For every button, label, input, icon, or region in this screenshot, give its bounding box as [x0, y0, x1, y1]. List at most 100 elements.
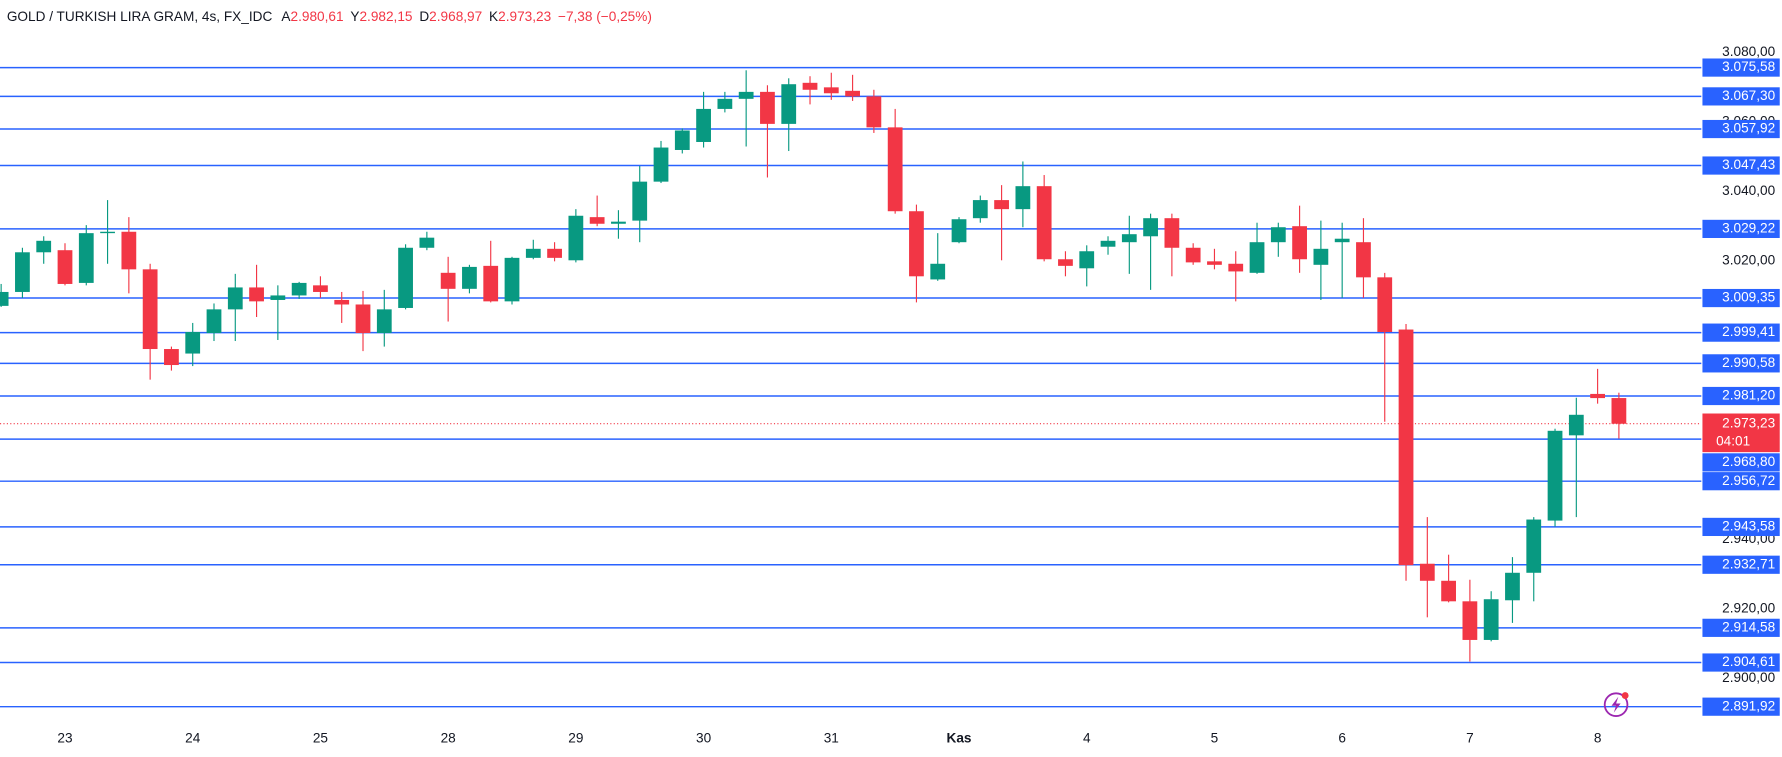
candle-body: [845, 90, 860, 97]
candle-body: [440, 272, 456, 289]
candle-body: [866, 96, 882, 128]
y-tick-label: 2.900,00: [1722, 670, 1775, 685]
price-label: 2.973,23: [1722, 415, 1775, 430]
candle-body: [887, 127, 903, 212]
y-tick-label: 2.920,00: [1722, 601, 1775, 616]
level-label: 3.075,58: [1722, 59, 1775, 74]
level-label: 2.904,61: [1722, 654, 1775, 669]
candle-body: [1015, 186, 1031, 210]
level-label: 2.956,72: [1722, 473, 1775, 488]
candle-body: [142, 269, 158, 350]
level-label-box: [1702, 288, 1780, 308]
candle-body: [1185, 247, 1201, 263]
candle-body: [611, 221, 626, 224]
level-label-box: [1702, 219, 1780, 238]
candle-body: [674, 130, 690, 150]
candle-body: [930, 263, 946, 280]
candle-body: [760, 91, 775, 124]
header-key: Y: [350, 9, 359, 24]
candle-body: [1526, 519, 1542, 573]
level-label-box: [1702, 119, 1780, 139]
header-key: D: [419, 9, 429, 24]
level-label-box: [1702, 156, 1780, 175]
candle-body: [589, 217, 605, 224]
level-label: 3.057,92: [1722, 121, 1775, 136]
candle-body: [1228, 263, 1244, 272]
candle-body: [462, 266, 477, 289]
y-tick-label: 3.020,00: [1722, 253, 1775, 268]
candle-body: [334, 299, 350, 305]
level-label-box: [1702, 386, 1780, 406]
candle-body: [1164, 218, 1180, 248]
candle-body: [1568, 414, 1584, 436]
level-label: 3.029,22: [1722, 220, 1775, 235]
candle-body: [653, 147, 669, 182]
candle-body: [270, 295, 286, 300]
header-value: 2.980,61: [291, 9, 344, 24]
candle-body: [1121, 234, 1137, 243]
level-label: 3.009,35: [1722, 290, 1775, 305]
candle-body: [249, 287, 264, 302]
candle-body: [504, 257, 520, 302]
x-tick-label: 31: [824, 730, 839, 745]
level-label-box: [1702, 87, 1780, 106]
candle-body: [206, 309, 222, 334]
level-label: 2.914,58: [1722, 619, 1775, 634]
x-tick-label: Kas: [947, 730, 972, 745]
header: GOLD / TURKISH LIRA GRAM, 4s, FX_IDC A2.9…: [7, 9, 652, 24]
candle-body: [823, 87, 839, 94]
x-tick-label: 6: [1338, 730, 1346, 745]
level-label-box: [1702, 323, 1780, 342]
header-symbol: GOLD / TURKISH LIRA GRAM, 4s, FX_IDC: [7, 9, 273, 24]
icon-dot: [1621, 692, 1629, 699]
price-countdown: 04:01: [1716, 434, 1750, 449]
header-change: −7,38 (−0,25%): [558, 9, 652, 24]
candle-body: [1334, 238, 1350, 243]
level-label: 2.968,80: [1722, 454, 1775, 469]
candle-body: [376, 309, 392, 334]
candle-body: [185, 331, 201, 354]
candle-body: [1249, 242, 1265, 273]
candle-body: [1377, 277, 1393, 332]
level-label-box: [1702, 653, 1780, 672]
candle-body: [1356, 242, 1371, 278]
candle-body: [1419, 563, 1435, 581]
candle-body: [313, 285, 328, 292]
candle-body: [1058, 259, 1073, 266]
level-label: 3.067,30: [1722, 88, 1775, 103]
candle-body: [1462, 601, 1478, 640]
header-key: A: [281, 9, 291, 24]
x-tick-label: 8: [1594, 730, 1602, 745]
level-label-box: [1702, 58, 1780, 77]
level-label: 2.981,20: [1722, 388, 1775, 403]
candle-body: [972, 200, 988, 219]
candle-body: [632, 181, 648, 221]
level-label-box: [1702, 472, 1780, 491]
candle-body: [78, 233, 94, 283]
header-value: 2.968,97: [429, 9, 482, 24]
icon-ring: [1603, 692, 1629, 717]
candle-body: [525, 248, 541, 258]
candle-body: [781, 84, 797, 124]
x-tick-label: 4: [1083, 730, 1091, 745]
alert-icon[interactable]: [1603, 692, 1629, 717]
icon-bolt: [1611, 696, 1621, 713]
level-label-box: [1702, 697, 1780, 716]
candle-body: [1547, 430, 1563, 521]
x-tick-label: 23: [57, 730, 72, 745]
level-label: 2.932,71: [1722, 556, 1775, 571]
candle-body: [1207, 261, 1222, 265]
candle-body: [1270, 227, 1286, 243]
candle-body: [1292, 226, 1307, 260]
candle-body: [164, 349, 179, 366]
level-label: 2.999,41: [1722, 324, 1775, 339]
candle-body: [227, 287, 243, 310]
candle-body: [57, 250, 73, 284]
candle-body: [1143, 218, 1158, 237]
level-label-box: [1702, 618, 1780, 637]
candle-body: [568, 215, 584, 261]
candle-body: [1590, 393, 1605, 399]
candle-body: [1313, 248, 1329, 265]
candle-body: [100, 231, 115, 234]
y-tick-label: 3.080,00: [1722, 44, 1775, 59]
